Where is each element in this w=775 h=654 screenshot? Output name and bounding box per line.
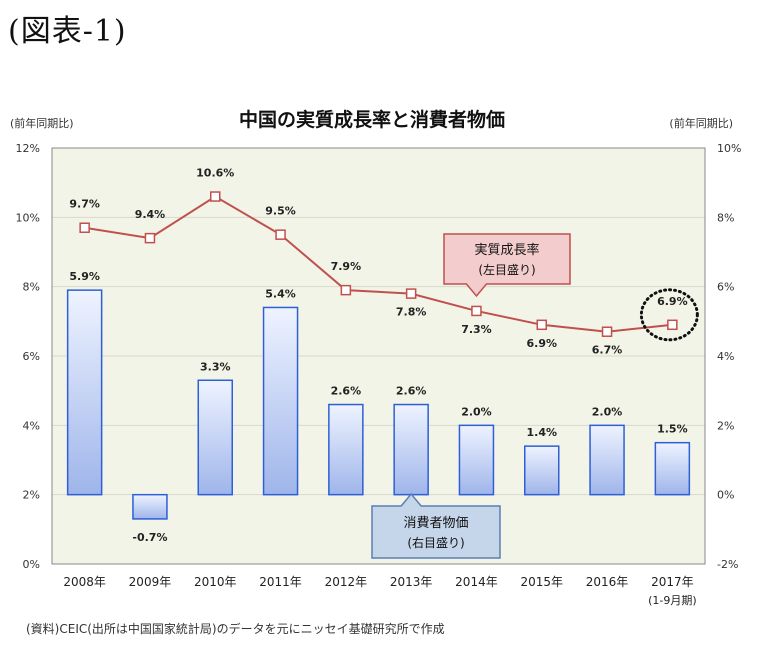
bar-cpi [393,403,429,496]
right-tick-label: 10% [717,142,741,155]
line-data-label: 7.3% [461,323,492,336]
bar-cpi [589,424,625,496]
x-tick-label: 2017年 [651,575,694,589]
line-marker [79,222,90,233]
line-marker [601,326,613,337]
bar-data-label: 5.4% [265,287,296,300]
line-marker [144,232,156,244]
callout-gdp-sub: (左目盛り) [478,262,535,277]
plot-area: 0% 2% 4% 6% 8% 10% 12% -2% 0% 2% 4% 6% 8% 10% 5.9% -0.7… [16,142,742,607]
callout-cpi-sub: (右目盛り) [407,535,464,550]
x-tick-sublabel: (1-9月期) [648,594,697,607]
x-tick-label: 2015年 [520,575,563,589]
chart: 中国の実質成長率と消費者物価 (前年同期比) (前年同期比) 0% 2% 4% 6% 8… [10,108,742,607]
bar-data-label: 3.3% [200,360,231,373]
line-data-label: 7.8% [396,306,427,319]
line-marker [667,319,678,331]
bar-cpi [458,424,495,496]
x-tick-label: 2013年 [390,575,433,589]
line-data-label: 9.4% [135,208,166,221]
bar-cpi [66,289,103,496]
source-note: (資料)CEIC(出所は中国国家統計局)のデータを元にニッセイ基礎研究所で作成 [26,622,445,636]
bar-cpi [262,306,299,496]
line-marker [536,319,547,331]
highlight-circle [639,288,699,342]
left-tick-label: 4% [23,419,40,432]
left-tick-label: 0% [23,558,40,571]
x-tick-label: 2008年 [63,575,106,589]
bar-cpi [328,403,364,496]
bar-cpi [197,379,233,496]
x-tick-label: 2014年 [455,575,498,589]
line-data-label: 6.9% [526,337,557,350]
left-axis-label: (前年同期比) [10,116,74,130]
right-axis-label: (前年同期比) [669,116,733,130]
line-marker [210,191,221,202]
line-marker [275,229,286,240]
left-tick-label: 2% [23,489,40,502]
line-data-label: 9.7% [69,198,100,211]
bar-data-label: -0.7% [132,531,167,544]
line-data-label: 6.7% [592,344,623,357]
x-tick-label: 2011年 [259,575,302,589]
bar-data-label: 1.4% [526,426,557,439]
line-data-label: 10.6% [196,167,234,180]
right-tick-label: 2% [717,419,734,432]
x-tick-label: 2010年 [194,575,237,589]
line-data-label: 6.9% [657,295,688,308]
left-tick-label: 8% [23,281,40,294]
callout-gdp-name: 実質成長率 [474,242,539,258]
line-marker [471,305,482,317]
right-tick-label: -2% [717,558,738,571]
x-tick-label: 2016年 [586,575,629,589]
right-tick-label: 6% [717,281,734,294]
callout-cpi-name: 消費者物価 [403,516,468,531]
left-tick-label: 12% [16,142,40,155]
bar-cpi [524,445,560,496]
bar-data-label: 2.0% [592,405,623,418]
x-tick-label: 2012年 [325,575,368,589]
line-data-label: 9.5% [265,205,296,218]
line-marker [405,288,417,299]
line-data-label: 7.9% [331,260,362,273]
bar-cpi [654,441,691,496]
bar-data-label: 2.6% [396,385,427,398]
line-marker [340,284,352,296]
bar-data-label: 5.9% [69,270,100,283]
right-tick-label: 8% [717,211,734,224]
line-gdp [84,195,673,333]
bar-data-label: 2.6% [331,385,362,398]
right-tick-label: 0% [717,489,734,502]
right-tick-label: 4% [717,350,734,363]
left-tick-label: 6% [23,350,40,363]
bar-cpi [132,493,168,520]
chart-title: 中国の実質成長率と消費者物価 [239,108,505,131]
bar-data-label: 2.0% [461,405,492,418]
callout-gdp [443,233,571,298]
plot-border [51,147,706,565]
x-tick-label: 2009年 [129,575,172,589]
figure-label: (図表-1) [8,14,127,49]
callout-cpi [371,492,501,559]
left-tick-label: 10% [16,211,40,224]
bar-data-label: 1.5% [657,423,688,436]
